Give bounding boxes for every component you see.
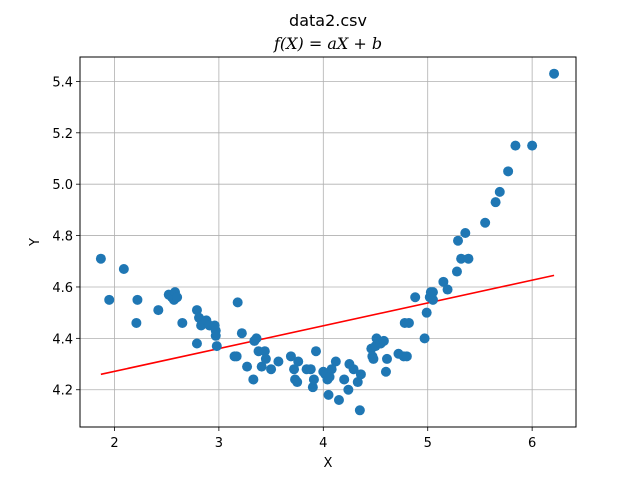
data-point (527, 140, 538, 151)
data-point (401, 351, 412, 362)
data-point (211, 341, 222, 352)
fit-line (100, 274, 555, 376)
data-point (236, 328, 247, 339)
data-point (427, 294, 438, 305)
data-point (210, 330, 221, 341)
data-point (503, 166, 514, 177)
fit-line-layer (100, 274, 555, 376)
data-point (380, 366, 391, 377)
data-point (348, 364, 359, 375)
data-point (510, 140, 521, 151)
y-tick-label: 4.2 (52, 384, 73, 399)
data-point (292, 377, 303, 388)
axis-ticks: 2 3 4 5 6 4.2 4.4 4.6 4.8 5.0 5.2 5.4 (52, 75, 536, 451)
data-point (251, 333, 262, 344)
y-tick-label: 5.4 (52, 75, 73, 90)
data-point (273, 356, 284, 367)
y-tick-label: 4.8 (52, 230, 73, 245)
data-point (153, 305, 164, 316)
data-point (410, 292, 421, 303)
data-point (427, 287, 438, 298)
data-point (95, 253, 106, 264)
y-axis-label: Y (28, 238, 43, 247)
data-point (453, 235, 464, 246)
data-point (463, 253, 474, 264)
plot-area (80, 57, 576, 427)
data-point (442, 284, 453, 295)
plot-frame (79, 56, 577, 428)
data-point (326, 364, 337, 375)
data-point (191, 338, 202, 349)
grid-lines (80, 57, 576, 427)
data-points (95, 68, 560, 416)
data-point (343, 384, 354, 395)
data-point (381, 353, 392, 364)
data-point (307, 382, 318, 393)
data-point (480, 217, 491, 228)
data-point (266, 364, 277, 375)
data-point (305, 364, 316, 375)
x-tick-label: 2 (110, 436, 118, 451)
data-point (132, 294, 143, 305)
data-point (191, 305, 202, 316)
data-point (354, 405, 365, 416)
data-point (494, 186, 505, 197)
y-tick-label: 4.6 (52, 281, 73, 296)
y-tick-label: 5.0 (52, 178, 73, 193)
y-tick-label: 5.2 (52, 127, 73, 142)
y-tick-label: 4.4 (52, 332, 73, 347)
x-tick-label: 3 (215, 436, 223, 451)
x-axis-label: X (324, 456, 333, 471)
data-point (490, 197, 501, 208)
data-point (310, 346, 321, 357)
data-point (308, 374, 319, 385)
data-point (248, 374, 259, 385)
data-point (104, 294, 115, 305)
data-point (260, 353, 271, 364)
data-point (131, 317, 142, 328)
data-point (456, 253, 467, 264)
data-point (324, 371, 335, 382)
data-point (285, 351, 296, 362)
data-point (339, 374, 350, 385)
x-tick-label: 6 (528, 436, 536, 451)
data-point (451, 266, 462, 277)
data-point (177, 317, 188, 328)
data-point (293, 356, 304, 367)
data-point (289, 364, 300, 375)
data-point (549, 68, 560, 79)
data-point (419, 333, 430, 344)
data-point (368, 353, 379, 364)
chart-title: data2.csv (289, 11, 367, 30)
data-point (232, 297, 243, 308)
data-point (330, 356, 341, 367)
data-point (231, 351, 242, 362)
data-point (378, 335, 389, 346)
data-point (352, 377, 363, 388)
data-point (460, 228, 471, 239)
data-point (242, 361, 253, 372)
data-point (259, 346, 270, 357)
data-point (438, 276, 449, 287)
chart-subtitle: f(X) = aX + b (273, 34, 382, 53)
data-point (172, 292, 183, 303)
data-point (323, 389, 334, 400)
data-point (421, 307, 432, 318)
x-tick-label: 4 (319, 436, 327, 451)
data-point (333, 395, 344, 406)
x-tick-label: 5 (424, 436, 432, 451)
data-point (403, 317, 414, 328)
data-point (355, 369, 366, 380)
data-point (256, 361, 267, 372)
data-point (118, 263, 129, 274)
